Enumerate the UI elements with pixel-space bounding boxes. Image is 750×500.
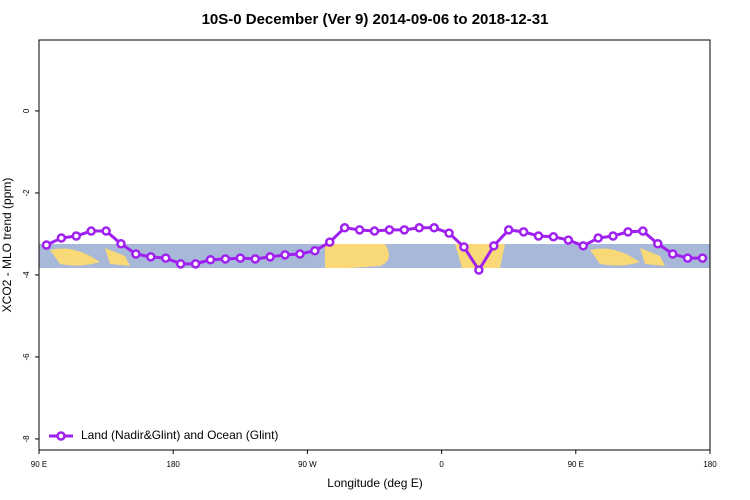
data-point (369, 226, 380, 236)
data-point (608, 231, 618, 241)
data-point (653, 239, 663, 249)
data-point (667, 249, 678, 259)
y-tick-label: -2 (22, 189, 31, 197)
data-point (533, 231, 544, 241)
legend-marker (56, 431, 66, 441)
data-point (503, 225, 514, 235)
data-point (354, 225, 365, 235)
data-point (295, 249, 305, 259)
data-point (41, 240, 52, 250)
data-point (160, 253, 171, 263)
data-point (489, 241, 499, 251)
data-point (205, 255, 216, 265)
data-point (697, 253, 708, 263)
data-point (548, 232, 559, 242)
data-point (682, 253, 693, 263)
x-tick-label: 180 (703, 460, 717, 469)
chart-title: 10S-0 December (Ver 9) 2014-09-06 to 201… (202, 11, 549, 28)
data-point (638, 226, 648, 236)
x-tick-label: 180 (167, 460, 181, 469)
data-point (265, 252, 275, 262)
y-tick-label: -8 (22, 435, 31, 443)
plot-frame (38, 39, 711, 451)
data-point (325, 237, 335, 247)
legend-label: Land (Nadir&Glint) and Ocean (Glint) (81, 428, 278, 442)
x-tick-label: 0 (439, 460, 444, 469)
data-point (414, 223, 424, 233)
data-point (429, 223, 439, 233)
x-tick-label: 90 E (31, 460, 47, 469)
x-tick-label: 90 W (298, 460, 317, 469)
x-axis-label: Longitude (deg E) (327, 476, 422, 490)
data-point (131, 249, 141, 259)
data-point (116, 239, 126, 249)
data-point (235, 253, 246, 263)
y-tick-label: -4 (22, 271, 31, 279)
data-point (71, 231, 82, 241)
data-point (563, 235, 574, 245)
data-point (175, 259, 186, 269)
data-point (623, 227, 633, 237)
y-tick-label: 0 (22, 108, 31, 113)
data-point (384, 225, 395, 235)
data-point (459, 242, 469, 252)
data-point (190, 259, 201, 269)
y-tick-label: -6 (22, 353, 31, 361)
data-point (339, 223, 350, 233)
data-point (518, 227, 529, 237)
y-axis-label: XCO2 - MLO trend (ppm) (0, 178, 14, 313)
data-point (280, 250, 290, 260)
data-point (474, 265, 484, 275)
data-point (310, 245, 320, 256)
data-point (578, 241, 589, 251)
data-point (86, 226, 96, 236)
data-point (56, 233, 67, 243)
data-point (593, 233, 603, 243)
data-point (146, 252, 156, 262)
data-point (444, 228, 454, 238)
data-point (250, 254, 260, 264)
x-tick-label: 90 E (568, 460, 584, 469)
data-point (399, 225, 410, 235)
data-point (101, 226, 111, 236)
data-point (220, 254, 231, 264)
